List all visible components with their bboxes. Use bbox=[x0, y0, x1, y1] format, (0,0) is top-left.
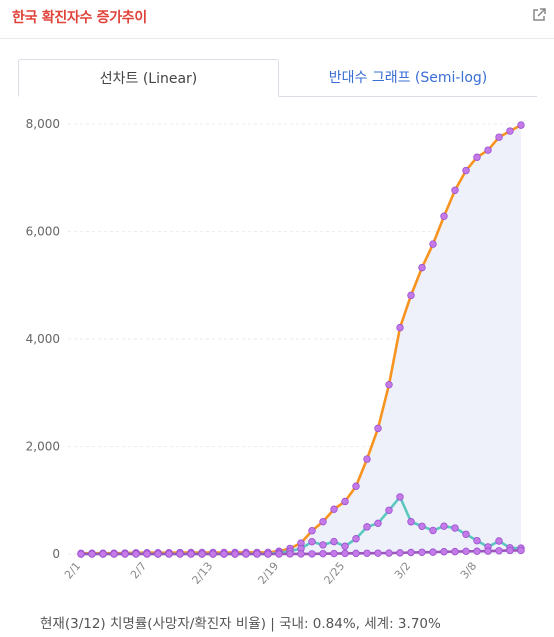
x-tick-label: 2/13 bbox=[189, 560, 215, 587]
new-cases-data-point bbox=[429, 526, 437, 535]
new-cases-data-point bbox=[473, 536, 481, 545]
confirmed-data-point bbox=[308, 527, 316, 535]
confirmed-data-point bbox=[319, 517, 327, 526]
confirmed-data-point bbox=[418, 263, 426, 272]
deaths-data-point bbox=[374, 549, 382, 557]
deaths-data-point bbox=[473, 547, 481, 555]
confirmed-data-point bbox=[429, 240, 437, 248]
external-link-icon[interactable] bbox=[532, 8, 546, 22]
page-title: 한국 확진자수 증가추이 bbox=[12, 10, 147, 26]
deaths-data-point bbox=[495, 547, 503, 555]
deaths-data-point bbox=[451, 547, 459, 556]
deaths-data-point bbox=[484, 547, 492, 555]
x-tick-label: 2/7 bbox=[128, 560, 149, 582]
deaths-data-point bbox=[220, 550, 228, 558]
confirmed-data-point bbox=[374, 424, 382, 433]
new-cases-data-point bbox=[462, 530, 470, 538]
confirmed-data-point bbox=[473, 153, 481, 161]
confirmed-data-point bbox=[484, 146, 492, 154]
deaths-data-point bbox=[99, 550, 107, 558]
x-tick-label: 2/19 bbox=[255, 560, 281, 587]
header: 한국 확진자수 증가추이 bbox=[0, 0, 554, 39]
deaths-data-point bbox=[187, 550, 195, 558]
new-cases-data-point bbox=[330, 537, 338, 546]
deaths-data-point bbox=[407, 548, 415, 557]
deaths-data-point bbox=[209, 550, 217, 558]
fatality-rate-note: 현재(3/12) 치명률(사망자/확진자 비율) | 국내: 0.84%, 세계… bbox=[40, 616, 441, 632]
deaths-data-point bbox=[198, 550, 206, 558]
confirmed-data-point bbox=[517, 121, 525, 129]
deaths-data-point bbox=[154, 550, 162, 558]
tab-linear[interactable]: 선차트 (Linear) bbox=[18, 59, 279, 97]
new-cases-data-point bbox=[418, 522, 426, 530]
deaths-data-point bbox=[308, 550, 316, 558]
new-cases-data-point bbox=[407, 518, 415, 526]
deaths-data-point bbox=[264, 550, 272, 558]
new-cases-data-point bbox=[440, 522, 448, 530]
new-cases-data-point bbox=[341, 542, 349, 550]
deaths-data-point bbox=[462, 547, 470, 556]
confirmed-data-point bbox=[363, 455, 371, 463]
deaths-data-point bbox=[517, 546, 525, 555]
deaths-data-point bbox=[418, 548, 426, 556]
confirmed-data-point bbox=[352, 482, 360, 490]
deaths-data-point bbox=[242, 550, 250, 558]
deaths-data-point bbox=[330, 549, 338, 558]
line-chart: 0 2,000 4,000 6,000 8,000 2/1 2/7 2/13 2/19 2/25 3… bbox=[26, 117, 525, 587]
confirmed-data-point bbox=[341, 497, 349, 506]
deaths-data-point bbox=[176, 550, 184, 558]
deaths-data-point bbox=[165, 550, 173, 558]
x-tick-label: 2/25 bbox=[321, 560, 347, 587]
deaths-data-point bbox=[506, 546, 514, 555]
new-cases-data-point bbox=[374, 519, 382, 528]
y-tick-label: 2,000 bbox=[26, 440, 60, 454]
confirmed-data-point bbox=[385, 380, 393, 389]
deaths-data-point bbox=[275, 550, 283, 558]
new-cases-data-point bbox=[308, 537, 316, 546]
confirmed-data-point bbox=[440, 212, 448, 220]
tab-semi-log[interactable]: 반대수 그래프 (Semi-log) bbox=[279, 59, 537, 97]
new-cases-data-point bbox=[396, 493, 404, 501]
y-tick-label: 0 bbox=[52, 547, 60, 561]
deaths-data-point bbox=[132, 550, 140, 558]
deaths-data-point bbox=[440, 548, 448, 556]
new-cases-data-point bbox=[495, 537, 503, 545]
y-tick-label: 6,000 bbox=[26, 225, 60, 239]
new-cases-data-point bbox=[319, 541, 327, 549]
x-tick-label: 3/8 bbox=[458, 560, 479, 582]
deaths-data-point bbox=[231, 550, 239, 558]
deaths-data-point bbox=[352, 549, 360, 558]
new-cases-data-point bbox=[385, 506, 393, 515]
y-tick-label: 4,000 bbox=[26, 332, 60, 346]
confirmed-data-point bbox=[451, 186, 459, 194]
deaths-data-point bbox=[110, 550, 118, 558]
new-cases-data-point bbox=[363, 523, 371, 531]
deaths-data-point bbox=[429, 548, 437, 556]
deaths-data-point bbox=[385, 549, 393, 557]
new-cases-data-point bbox=[451, 524, 459, 532]
deaths-data-point bbox=[77, 550, 85, 558]
x-tick-label: 3/2 bbox=[392, 560, 413, 582]
deaths-data-point bbox=[88, 550, 96, 558]
confirmed-area bbox=[81, 125, 521, 554]
confirmed-data-point bbox=[495, 133, 503, 141]
y-tick-label: 8,000 bbox=[26, 117, 60, 131]
new-cases-data-point bbox=[352, 535, 360, 543]
confirmed-data-point bbox=[330, 505, 338, 513]
x-tick-label: 2/1 bbox=[62, 560, 83, 582]
chart-tabs: 선차트 (Linear) 반대수 그래프 (Semi-log) bbox=[18, 59, 537, 97]
deaths-data-point bbox=[143, 550, 151, 558]
confirmed-data-point bbox=[462, 166, 470, 175]
deaths-data-point bbox=[121, 550, 129, 558]
deaths-data-point bbox=[286, 550, 294, 558]
confirmed-data-point bbox=[506, 127, 514, 135]
deaths-data-point bbox=[396, 549, 404, 557]
deaths-data-point bbox=[363, 549, 371, 558]
confirmed-data-point bbox=[407, 291, 415, 300]
deaths-data-point bbox=[319, 549, 327, 558]
deaths-data-point bbox=[297, 550, 305, 558]
deaths-data-point bbox=[253, 550, 261, 558]
deaths-data-point bbox=[341, 549, 349, 558]
confirmed-data-point bbox=[396, 323, 404, 332]
